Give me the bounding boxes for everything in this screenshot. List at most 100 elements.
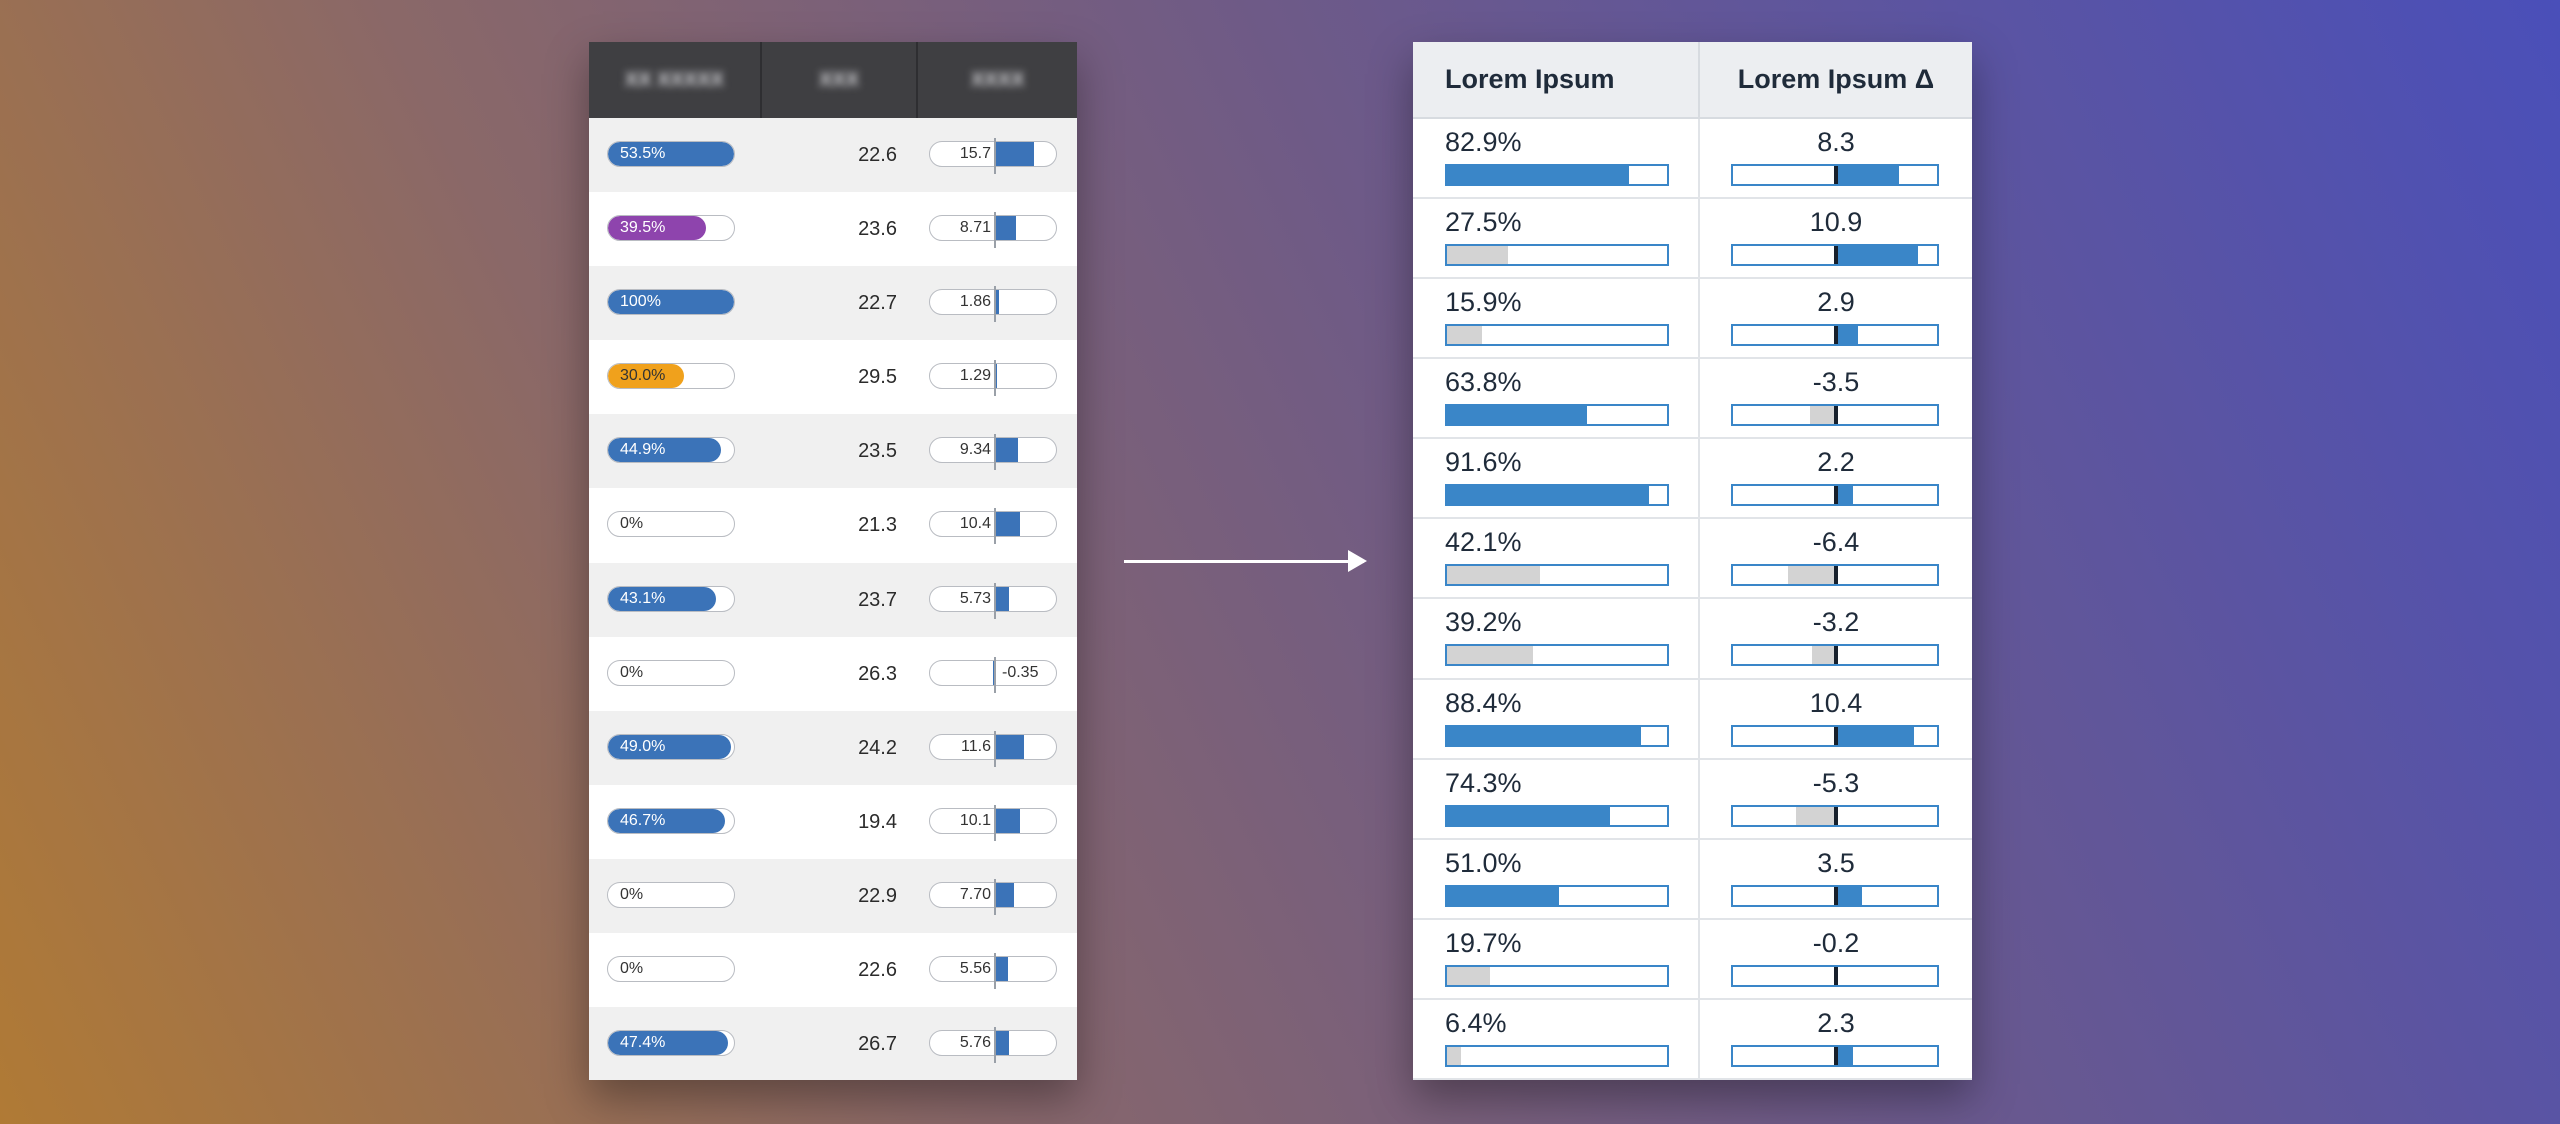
value-bar-label: 10.1 xyxy=(959,811,991,829)
table-row: 0% 26.3 -0.35 xyxy=(589,636,1077,711)
value-bar: 9.34 xyxy=(929,437,1057,464)
table-row: 30.0% 29.5 1.29 xyxy=(589,340,1077,415)
percent-value: 19.7% xyxy=(1445,927,1522,958)
percent-bar xyxy=(1445,964,1669,987)
percent-value: 63.8% xyxy=(1445,367,1522,398)
delta-bar-fill xyxy=(1836,246,1919,265)
value-bar-label: 15.7 xyxy=(959,145,991,162)
percent-pill: 39.5% xyxy=(607,215,735,242)
table-row: 0% 21.3 10.4 xyxy=(589,488,1077,563)
percent-pill: 0% xyxy=(607,956,735,983)
table-row: 63.8% -3.5 xyxy=(1413,359,1972,440)
percent-pill: 46.7% xyxy=(607,807,735,834)
value-cell: 24.2 xyxy=(858,736,897,759)
delta-bar-fill xyxy=(1811,646,1836,665)
delta-value: -6.4 xyxy=(1812,527,1860,558)
percent-bar-fill xyxy=(1447,806,1611,825)
delta-bar-fill xyxy=(1836,886,1863,905)
value-bar-label: 5.76 xyxy=(959,1034,991,1052)
delta-cell: 2.3 xyxy=(1700,1000,1972,1078)
percent-bar xyxy=(1445,484,1669,507)
original-table: XX XXXXX XXX XXXX 53.5% 22.6 15.7 39.5% 23.6… xyxy=(589,42,1077,1080)
value-cell: 29.5 xyxy=(858,366,897,389)
percent-bar xyxy=(1445,244,1669,267)
percent-pill-label: 0% xyxy=(620,663,644,681)
percent-value: 91.6% xyxy=(1445,447,1522,478)
percent-value: 82.9% xyxy=(1445,127,1522,157)
value-bar-fill xyxy=(993,660,994,685)
table-row: 47.4% 26.7 5.76 xyxy=(589,1007,1077,1080)
percent-pill-fill xyxy=(608,1031,728,1056)
value-bar-axis xyxy=(994,508,996,545)
delta-zero-line xyxy=(1834,806,1838,825)
percent-bar xyxy=(1445,404,1669,427)
value-cell: 21.3 xyxy=(858,514,897,537)
percent-bar-fill xyxy=(1447,886,1560,905)
value-bar-fill xyxy=(994,290,999,315)
original-table-header: XX XXXXX XXX XXXX xyxy=(589,42,1077,118)
value-bar-fill xyxy=(994,586,1009,611)
value-bar-label: 11.6 xyxy=(961,737,991,755)
percent-value: 15.9% xyxy=(1445,287,1522,318)
delta-value: 8.3 xyxy=(1817,127,1855,157)
percent-pill-label: 39.5% xyxy=(620,219,666,237)
percent-bar-fill xyxy=(1447,966,1491,985)
percent-cell: 42.1% xyxy=(1413,519,1700,598)
percent-cell: 15.9% xyxy=(1413,279,1700,358)
table-row: 51.0% 3.5 xyxy=(1413,839,1972,920)
table-row: 0% 22.9 7.70 xyxy=(589,858,1077,934)
percent-bar xyxy=(1445,564,1669,587)
table-row: 19.7% -0.2 xyxy=(1413,919,1972,1000)
percent-pill-label: 43.1% xyxy=(620,589,666,607)
value-cell: 22.9 xyxy=(858,884,897,907)
value-bar-axis xyxy=(994,286,996,323)
arrow-right-icon xyxy=(1348,550,1367,572)
percent-bar xyxy=(1445,164,1669,186)
delta-bar-fill xyxy=(1836,166,1899,184)
value-bar-fill xyxy=(994,512,1021,537)
value-cell: 22.6 xyxy=(858,144,897,166)
percent-bar-fill xyxy=(1447,326,1482,345)
percent-pill-label: 44.9% xyxy=(620,441,666,459)
delta-bar xyxy=(1731,484,1939,507)
delta-value: -3.5 xyxy=(1812,367,1860,398)
percent-pill-fill xyxy=(608,216,707,241)
delta-zero-line xyxy=(1834,326,1838,345)
table-row: 43.1% 23.7 5.73 xyxy=(589,562,1077,637)
value-bar-label: 1.29 xyxy=(959,367,991,385)
delta-bar-fill xyxy=(1836,726,1915,745)
value-bar-axis xyxy=(994,953,996,990)
percent-value: 51.0% xyxy=(1445,847,1522,878)
original-header-cell-1: XX XXXXX xyxy=(589,42,762,118)
value-bar-label: 1.86 xyxy=(959,293,991,311)
percent-pill-label: 30.0% xyxy=(620,367,666,385)
delta-bar-fill xyxy=(1836,1046,1854,1065)
delta-cell: -3.2 xyxy=(1700,599,1972,677)
percent-pill-fill xyxy=(608,734,732,759)
percent-value: 6.4% xyxy=(1445,1007,1507,1038)
value-bar-fill xyxy=(994,216,1017,241)
value-bar-axis xyxy=(994,656,996,693)
value-cell: 22.7 xyxy=(858,292,897,315)
delta-bar xyxy=(1731,164,1939,186)
table-row: 42.1% -6.4 xyxy=(1413,519,1972,600)
value-bar: -0.35 xyxy=(929,659,1057,686)
value-bar: 1.29 xyxy=(929,363,1057,390)
value-bar-fill xyxy=(994,808,1020,833)
percent-pill-fill xyxy=(608,586,717,611)
percent-pill-fill xyxy=(608,364,684,389)
percent-cell: 27.5% xyxy=(1413,199,1700,278)
delta-cell: -6.4 xyxy=(1700,519,1972,597)
percent-pill: 0% xyxy=(607,511,735,538)
table-row: 100% 22.7 1.86 xyxy=(589,266,1077,341)
percent-bar-fill xyxy=(1447,406,1588,425)
value-bar-axis xyxy=(994,138,996,174)
delta-bar xyxy=(1731,324,1939,347)
header-lorem-ipsum-delta: Lorem Ipsum Δ xyxy=(1737,64,1935,94)
value-bar-label: 7.70 xyxy=(959,885,991,903)
redesigned-table-body: 82.9% 8.3 27.5% 10.9 15.9% 2.9 63.8% -3.5 91.6% 2… xyxy=(1413,119,1972,1080)
percent-pill-label: 46.7% xyxy=(620,811,666,829)
value-bar: 5.56 xyxy=(929,956,1057,983)
delta-value: 3.5 xyxy=(1817,847,1855,878)
percent-bar-fill xyxy=(1447,166,1630,184)
